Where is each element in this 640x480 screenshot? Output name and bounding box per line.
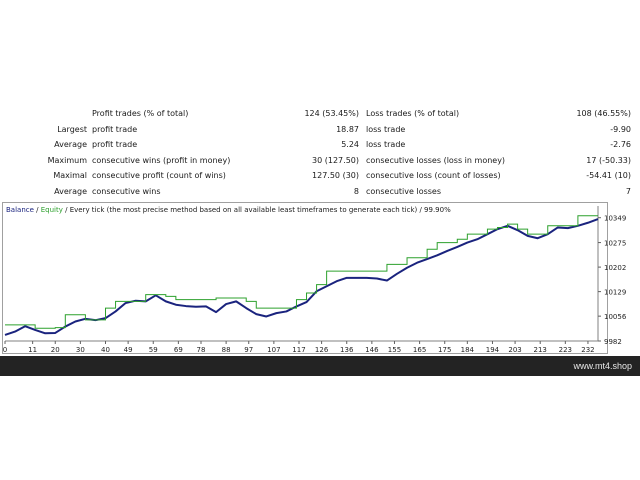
y-tick-label: 10129 <box>604 289 626 297</box>
stat-label: Profit trades (% of total) <box>92 109 189 118</box>
stat-label: loss trade <box>366 140 406 149</box>
x-tick-label: 30 <box>76 346 85 354</box>
stat-row: Largest profit trade 18.87 loss trade -9.90 <box>0 122 640 138</box>
x-tick-label: 88 <box>222 346 231 354</box>
x-tick-label: 126 <box>315 346 329 354</box>
x-tick-label: 69 <box>174 346 183 354</box>
footer-bar: www.mt4.shop <box>0 356 640 376</box>
legend-separator: / <box>62 206 70 214</box>
legend-quality: 99.90% <box>424 206 451 214</box>
legend-balance: Balance <box>6 206 34 214</box>
x-tick-label: 155 <box>388 346 401 354</box>
legend-model: Every tick (the most precise method base… <box>69 206 418 214</box>
legend-separator: / <box>417 206 425 214</box>
x-tick-label: 97 <box>244 346 253 354</box>
balance-equity-chart: 0 11 20 30 40 49 59 69 78 88 97 107 117 126 136 146 155 1… <box>3 206 627 354</box>
stat-value: 124 (53.45%) <box>304 109 359 118</box>
x-tick-label: 59 <box>149 346 158 354</box>
stat-value: -9.90 <box>610 124 631 134</box>
site-watermark: www.mt4.shop <box>573 361 632 371</box>
legend-separator: / <box>33 206 41 214</box>
stat-prefix: Largest <box>57 124 87 134</box>
x-tick-label: 232 <box>581 346 594 354</box>
stat-row: Profit trades (% of total) 124 (53.45%) Lo… <box>0 106 640 122</box>
x-tick-label: 194 <box>486 346 500 354</box>
y-tick-label: 10202 <box>604 264 626 272</box>
x-tick-label: 136 <box>340 346 354 354</box>
stat-label: consecutive losses (loss in money) <box>366 155 506 165</box>
stat-label: consecutive wins <box>92 186 161 196</box>
stat-value: 7 <box>625 186 631 196</box>
x-tick-label: 184 <box>461 346 475 354</box>
stat-value: 17 (-50.33) <box>586 155 631 165</box>
stat-prefix: Maximal <box>53 171 87 180</box>
x-tick-label: 213 <box>534 346 547 354</box>
x-tick-label: 49 <box>124 346 133 354</box>
series-equity-line <box>5 215 598 329</box>
stat-value: -54.41 (10) <box>586 171 631 180</box>
series-balance-line <box>4 218 599 336</box>
stat-row: Average profit trade 5.24 loss trade -2.76 <box>0 137 640 153</box>
x-tick-label: 40 <box>101 346 110 354</box>
stat-prefix: Maximum <box>47 155 87 165</box>
x-tick-label: 0 <box>3 346 7 354</box>
chart-legend: Balance / Equity / Every tick (the most … <box>6 205 451 215</box>
stat-value: 8 <box>353 186 359 196</box>
stat-label: Loss trades (% of total) <box>366 109 460 118</box>
y-tick-label: 10056 <box>604 313 627 321</box>
x-tick-label: 11 <box>28 346 37 354</box>
stat-label: consecutive profit (count of wins) <box>92 171 226 180</box>
stat-row: Maximum consecutive wins (profit in money… <box>0 153 640 169</box>
x-tick-label: 20 <box>51 346 60 354</box>
x-tick-label: 146 <box>365 346 379 354</box>
stat-label: consecutive loss (count of losses) <box>366 171 501 180</box>
stat-row: Average consecutive wins 8 consecutive loss… <box>0 184 640 200</box>
stat-prefix: Average <box>54 140 87 149</box>
x-tick-label: 107 <box>267 346 280 354</box>
stat-value: 108 (46.55%) <box>576 109 631 118</box>
x-tick-label: 203 <box>508 346 521 354</box>
x-tick-label: 117 <box>292 346 305 354</box>
y-tick-label: 10349 <box>604 215 626 223</box>
stat-label: loss trade <box>366 124 406 134</box>
y-tick-label: 10275 <box>604 240 626 248</box>
stat-value: 30 (127.50) <box>312 155 359 165</box>
stat-label: consecutive losses <box>366 186 442 196</box>
stat-prefix: Average <box>54 186 87 196</box>
x-tick-label: 78 <box>197 346 206 354</box>
x-tick-label: 175 <box>438 346 451 354</box>
stat-row: Maximal consecutive profit (count of wins… <box>0 168 640 184</box>
x-tick-label: 223 <box>559 346 572 354</box>
stat-value: 18.87 <box>336 124 359 134</box>
stat-value: 127.50 (30) <box>312 171 359 180</box>
stat-label: profit trade <box>92 124 138 134</box>
stat-label: consecutive wins (profit in money) <box>92 155 231 165</box>
x-tick-label: 165 <box>413 346 426 354</box>
stat-value: 5.24 <box>341 140 359 149</box>
y-tick-label: 9982 <box>604 338 622 346</box>
stat-label: profit trade <box>92 140 138 149</box>
stat-value: -2.76 <box>610 140 631 149</box>
legend-equity: Equity <box>40 206 63 214</box>
